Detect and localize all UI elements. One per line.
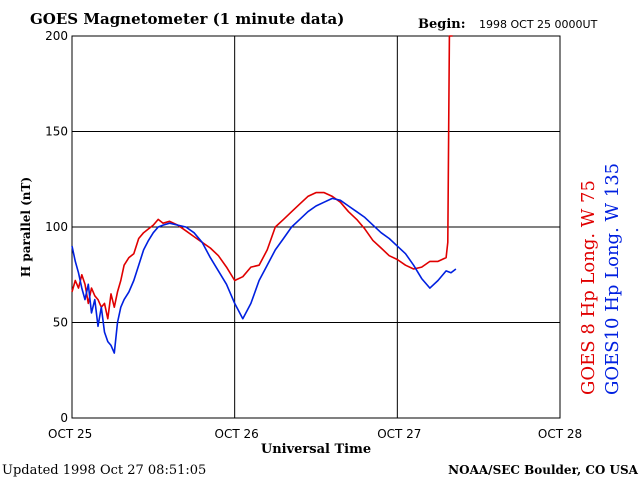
- begin-value: 1998 OCT 25 0000UT: [479, 18, 598, 31]
- y-tick-label: 50: [53, 316, 68, 330]
- x-tick-label: OCT 26: [215, 427, 259, 441]
- source-text: NOAA/SEC Boulder, CO USA: [448, 463, 639, 477]
- x-tick-label: OCT 27: [377, 427, 421, 441]
- y-tick-label: 150: [45, 125, 68, 139]
- legend: GOES 8 Hp Long. W 75 GOES10 Hp Long. W 13…: [578, 163, 623, 395]
- series-line-goes-8-hp: [71, 35, 453, 320]
- chart-title: GOES Magnetometer (1 minute data): [30, 10, 344, 28]
- y-tick-label: 100: [45, 220, 68, 234]
- series-lines: [71, 35, 457, 354]
- y-axis-label: H parallel (nT): [19, 177, 33, 277]
- x-tick-label: OCT 28: [538, 427, 582, 441]
- x-axis-label: Universal Time: [261, 442, 371, 457]
- x-tick-labels: OCT 25 OCT 26 OCT 27 OCT 28: [48, 427, 582, 441]
- y-tick-labels: 0 50 100 150 200: [45, 29, 68, 425]
- series-line-goes10-hp: [71, 197, 457, 354]
- x-tick-label: OCT 25: [48, 427, 92, 441]
- begin-label: Begin:: [418, 17, 466, 32]
- y-tick-label: 200: [45, 29, 68, 43]
- grid-lines: [72, 36, 560, 418]
- y-tick-label: 0: [60, 411, 68, 425]
- legend-entry: GOES 8 Hp Long. W 75: [578, 180, 599, 395]
- updated-text: Updated 1998 Oct 27 08:51:05: [2, 463, 206, 478]
- legend-entry: GOES10 Hp Long. W 135: [602, 163, 623, 395]
